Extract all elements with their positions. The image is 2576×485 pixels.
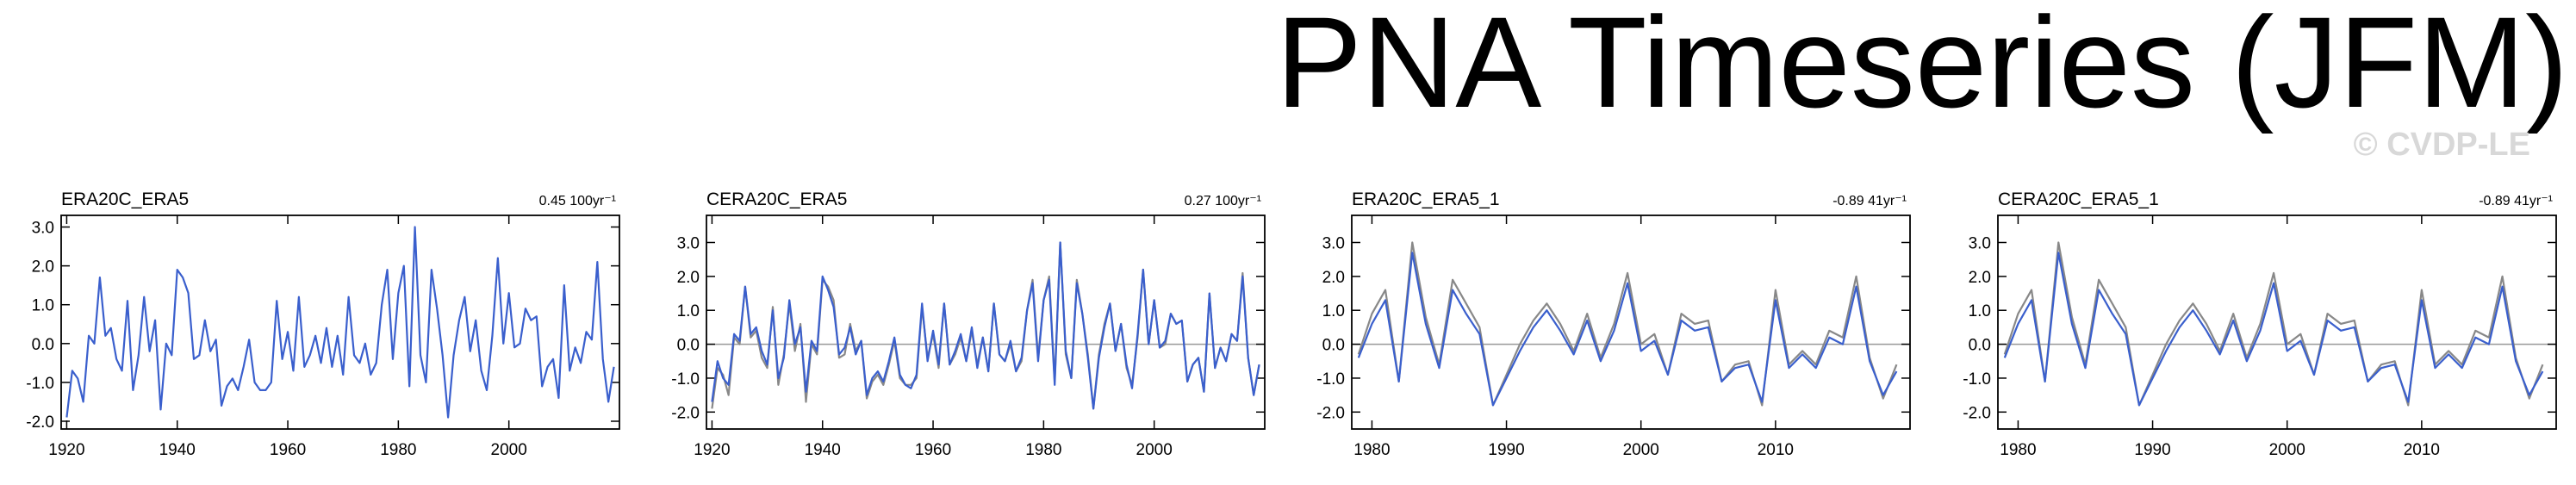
series-line — [711, 241, 1260, 410]
y-tick-label: -2.0 — [1963, 404, 1991, 422]
credit: © CVDP-LE — [2354, 127, 2530, 163]
series-line — [2003, 241, 2544, 407]
trend-label: 0.45 100yr⁻¹ — [539, 194, 616, 208]
x-tick-label: 1960 — [270, 441, 306, 459]
panel-title: CERA20C_ERA5 — [706, 190, 847, 209]
y-tick-label: 2.0 — [1322, 269, 1345, 287]
x-tick-label: 1920 — [694, 441, 730, 459]
x-tick-label: 1980 — [380, 441, 416, 459]
trend-label: 0.27 100yr⁻¹ — [1185, 194, 1261, 208]
trend-label: -0.89 41yr⁻¹ — [1832, 194, 1907, 208]
panel-title: CERA20C_ERA5_1 — [1998, 190, 2159, 209]
y-tick-label: 1.0 — [1969, 302, 1991, 320]
series-line — [65, 226, 615, 419]
y-tick-label: 3.0 — [677, 234, 700, 252]
x-tick-label: 1990 — [2134, 441, 2170, 459]
y-tick-label: 1.0 — [32, 297, 54, 315]
y-tick-label: 3.0 — [32, 220, 54, 238]
y-tick-label: 0.0 — [32, 336, 54, 354]
x-tick-label: 2000 — [1623, 441, 1659, 459]
x-tick-label: 2000 — [2269, 441, 2305, 459]
plot-frame — [60, 215, 620, 430]
y-tick-label: 1.0 — [1322, 302, 1345, 320]
series-line — [1357, 241, 1898, 407]
y-tick-label: 1.0 — [677, 302, 700, 320]
x-tick-label: 1980 — [1025, 441, 1061, 459]
y-tick-label: 3.0 — [1322, 234, 1345, 252]
y-tick-label: -1.0 — [671, 370, 700, 389]
y-tick-label: 2.0 — [677, 269, 700, 287]
plot-frame — [1351, 215, 1911, 430]
panel: CERA20C_ERA5_1 -0.89 41yr⁻¹ -2.0 -1.0 0.0 1.0… — [1963, 190, 2557, 459]
series-line — [1357, 252, 1898, 407]
x-tick-label: 1980 — [1353, 441, 1390, 459]
x-tick-label: 2010 — [1758, 441, 1794, 459]
x-tick-label: 1940 — [159, 441, 196, 459]
y-tick-label: -2.0 — [26, 413, 54, 432]
x-tick-label: 1920 — [48, 441, 84, 459]
panel: ERA20C_ERA5 0.45 100yr⁻¹ -2.0 -1.0 0.0 1.0 2.0… — [26, 190, 620, 459]
panel-title: ERA20C_ERA5 — [61, 190, 189, 209]
y-tick-label: 2.0 — [32, 258, 54, 277]
y-tick-label: -1.0 — [1316, 370, 1345, 389]
x-tick-label: 1940 — [805, 441, 841, 459]
panel: CERA20C_ERA5 0.27 100yr⁻¹ -2.0 -1.0 0.0 1.0 2.… — [671, 190, 1266, 459]
y-tick-label: 0.0 — [1322, 337, 1345, 355]
series-line — [2003, 252, 2544, 407]
y-tick-label: -2.0 — [671, 404, 700, 422]
panel-title: ERA20C_ERA5_1 — [1352, 190, 1500, 209]
trend-label: -0.89 41yr⁻¹ — [2479, 194, 2553, 208]
plot-frame — [706, 215, 1266, 430]
y-tick-label: -1.0 — [26, 375, 54, 393]
x-tick-label: 1980 — [2000, 441, 2036, 459]
y-tick-label: -2.0 — [1316, 404, 1345, 422]
figure-title: PNA Timeseries (JFM) — [1276, 0, 2568, 134]
y-tick-label: 3.0 — [1969, 234, 1991, 252]
x-tick-label: 1990 — [1488, 441, 1524, 459]
y-tick-label: -1.0 — [1963, 370, 1991, 389]
y-tick-label: 2.0 — [1969, 269, 1991, 287]
panel: ERA20C_ERA5_1 -0.89 41yr⁻¹ -2.0 -1.0 0.0 1.0 2… — [1316, 190, 1911, 459]
x-tick-label: 2010 — [2404, 441, 2440, 459]
x-tick-label: 2000 — [1136, 441, 1173, 459]
x-tick-label: 1960 — [915, 441, 951, 459]
plot-frame — [1997, 215, 2557, 430]
series-line — [711, 241, 1260, 410]
y-tick-label: 0.0 — [677, 337, 700, 355]
y-tick-label: 0.0 — [1969, 337, 1991, 355]
x-tick-label: 2000 — [491, 441, 527, 459]
